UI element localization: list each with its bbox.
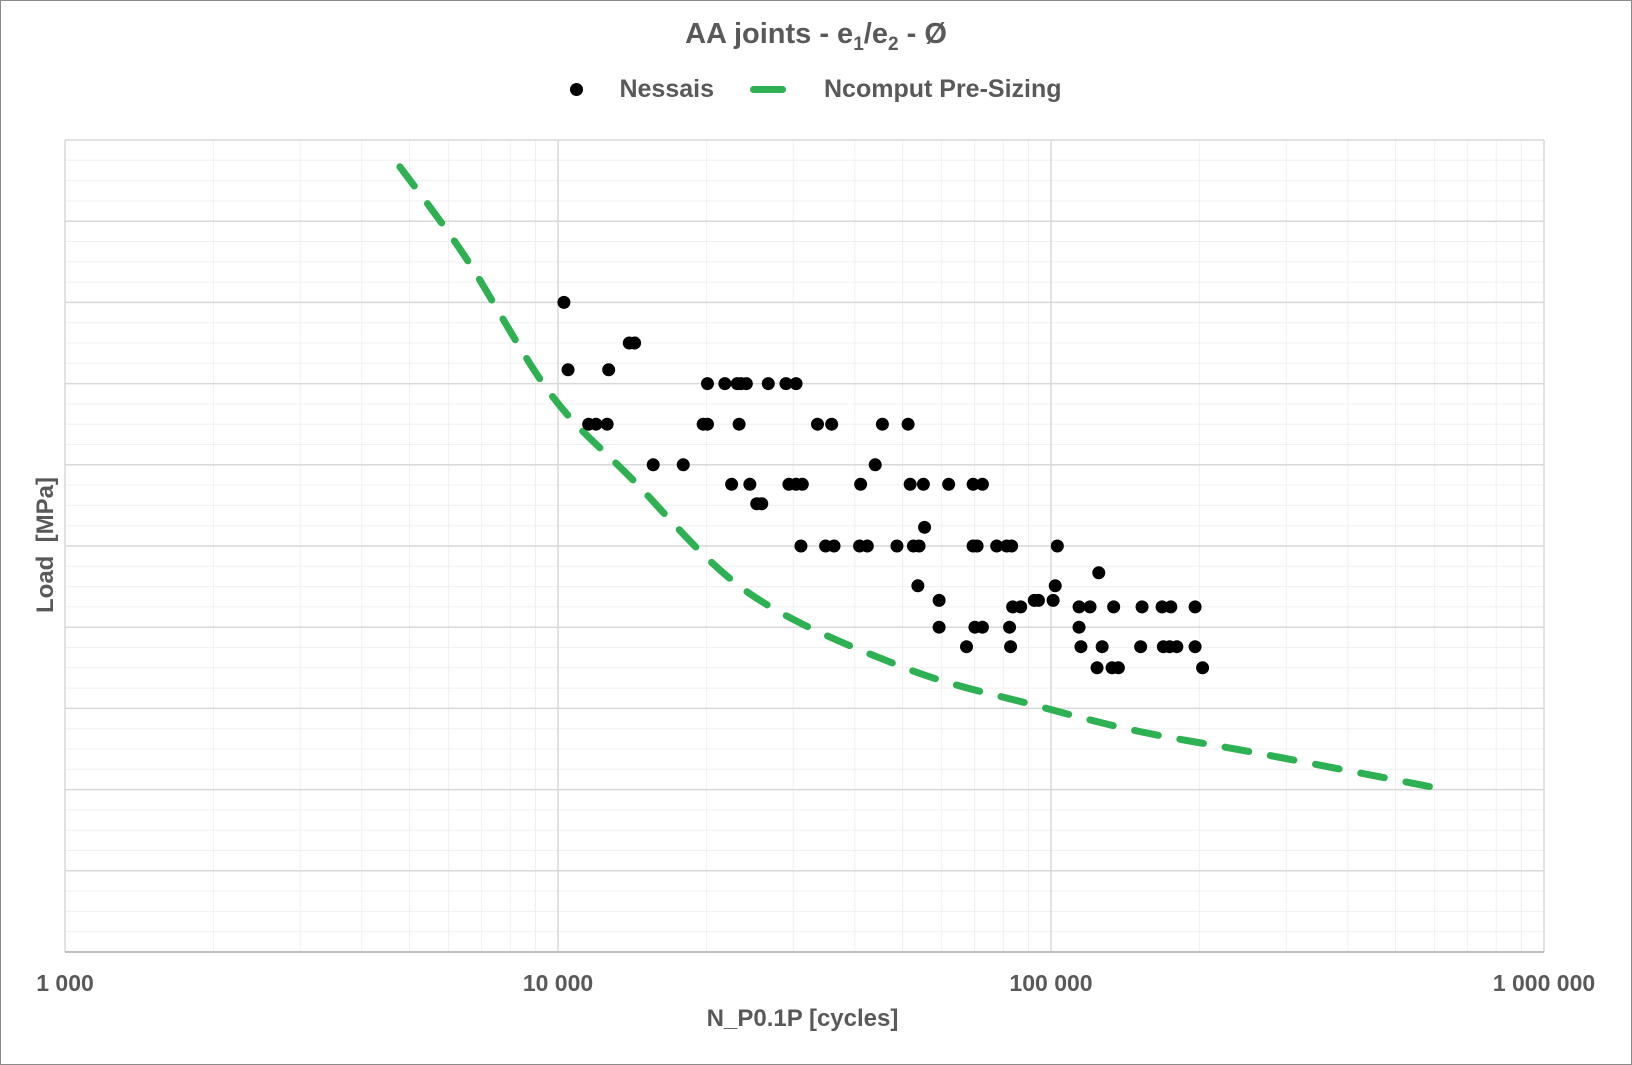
title-text: AA joints - e bbox=[685, 18, 854, 50]
legend-label: Nessais bbox=[619, 75, 714, 103]
legend-item-nessais[interactable]: Nessais bbox=[570, 75, 714, 104]
title-text-mid: /e bbox=[863, 18, 888, 50]
title-text-tail: - Ø bbox=[898, 18, 947, 50]
x-axis-label: N_P0.1P [cycles] bbox=[706, 1005, 899, 1032]
chart-title: AA joints - e1/e2 - Ø bbox=[0, 18, 1632, 56]
major-gridlines bbox=[64, 139, 1545, 953]
x-tick-label: 10 000 bbox=[522, 970, 594, 996]
title-subscript-2: 2 bbox=[887, 33, 899, 55]
ncomput-curve bbox=[396, 163, 1449, 794]
y-axis-label: Load [MPa] bbox=[32, 477, 59, 613]
x-tick-label: 100 000 bbox=[1009, 970, 1093, 996]
title-subscript-1: 1 bbox=[853, 33, 864, 55]
nessais-points bbox=[557, 295, 1210, 675]
dash-line-icon bbox=[750, 86, 786, 93]
legend: Nessais Ncomput Pre-Sizing bbox=[0, 75, 1632, 104]
legend-label: Ncomput Pre-Sizing bbox=[824, 75, 1062, 103]
x-tick-label: 1 000 bbox=[36, 970, 94, 996]
dot-marker-icon bbox=[570, 83, 584, 96]
legend-item-ncomput[interactable]: Ncomput Pre-Sizing bbox=[750, 75, 1062, 104]
x-tick-label: 1 000 000 bbox=[1492, 970, 1596, 996]
